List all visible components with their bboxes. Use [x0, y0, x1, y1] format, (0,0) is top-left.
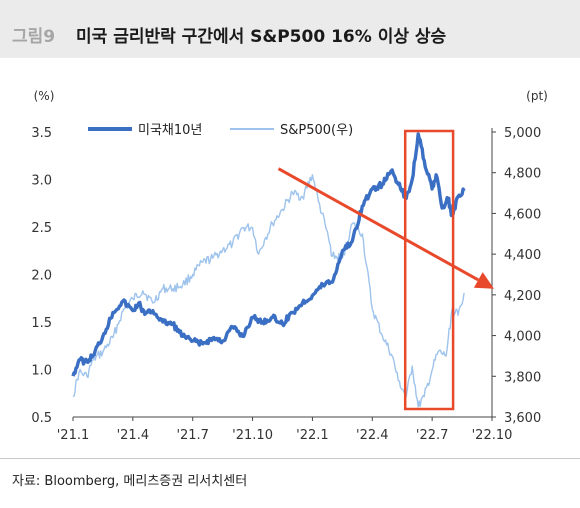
- figure-title-bar: 그림9 미국 금리반락 구간에서 S&P500 16% 이상 상승: [0, 0, 580, 58]
- right-tick-label: 4,400: [504, 248, 541, 263]
- x-tick-label: '22.7: [416, 428, 449, 443]
- x-tick-label: '21.4: [117, 428, 150, 443]
- figure-number: 그림9: [12, 27, 56, 47]
- left-tick-label: 2.0: [31, 269, 52, 284]
- right-tick-label: 4,800: [504, 167, 541, 182]
- x-tick-label: '21.7: [176, 428, 209, 443]
- left-axis-unit: (%): [34, 89, 55, 103]
- line-chart: (%) (pt) 0.5 1.0 1.5 2.0 2.5 3.0 3.5 3,600 3,800…: [31, 89, 548, 443]
- figure-title: 미국 금리반락 구간에서 S&P500 16% 이상 상승: [76, 27, 447, 47]
- highlight-box: [403, 129, 455, 411]
- left-tick-label: 0.5: [31, 411, 52, 426]
- x-tick-label: '21.1: [57, 428, 90, 443]
- source-divider: [0, 458, 580, 459]
- source-note: 자료: Bloomberg, 메리츠증권 리서치센터: [12, 474, 248, 489]
- right-tick-label: 4,200: [504, 289, 541, 304]
- annotation-layer: [277, 129, 494, 411]
- trend-arrow-shaft: [277, 167, 480, 282]
- x-tick-label: '21.10: [232, 428, 273, 443]
- right-tick-label: 3,600: [504, 411, 541, 426]
- right-tick-label: 3,800: [504, 370, 541, 385]
- right-tick-label: 4,600: [504, 207, 541, 222]
- left-tick-label: 2.5: [31, 221, 52, 236]
- legend-label-sp500: S&P500(우): [280, 123, 353, 138]
- left-tick-label: 1.0: [31, 364, 52, 379]
- series-line-sp500: [72, 174, 465, 408]
- trend-arrow-head: [473, 272, 494, 289]
- left-tick-label: 1.5: [31, 316, 52, 331]
- left-tick-label: 3.5: [31, 126, 52, 141]
- legend-label-treasury10y: 미국채10년: [138, 123, 202, 138]
- right-tick-label: 4,000: [504, 330, 541, 345]
- left-tick-label: 3.0: [31, 174, 52, 189]
- right-tick-label: 5,000: [504, 126, 541, 141]
- right-axis-unit: (pt): [526, 89, 548, 103]
- axes: 0.5 1.0 1.5 2.0 2.5 3.0 3.5 3,600 3,800 4,000 4,20…: [31, 126, 541, 443]
- x-tick-label: '22.1: [296, 428, 329, 443]
- x-tick-label: '22.10: [472, 428, 513, 443]
- legend: 미국채10년 S&P500(우): [88, 123, 353, 138]
- x-tick-label: '22.4: [356, 428, 389, 443]
